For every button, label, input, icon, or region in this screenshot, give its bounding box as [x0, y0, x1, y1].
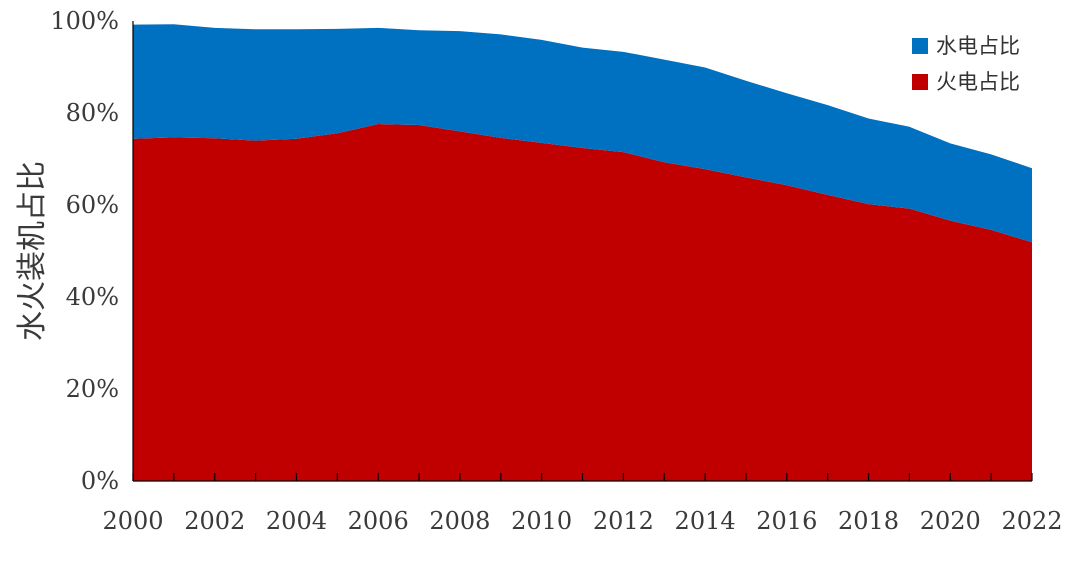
area-series-hydro	[133, 24, 1032, 243]
x-axis-ticks: 2000 2002 2004 2006 2008 2010 2012 2014 2016 2018…	[102, 473, 1063, 535]
x-tick-label: 2004	[266, 507, 327, 535]
x-tick-label: 2008	[429, 507, 490, 535]
x-tick-label: 2016	[756, 507, 817, 535]
axes: 2000 2002 2004 2006 2008 2010 2012 2014 2016 2018…	[50, 7, 1062, 535]
legend-swatch	[912, 74, 928, 90]
area-series-thermal	[133, 124, 1032, 481]
y-tick-label: 40%	[66, 283, 119, 311]
y-tick-label: 20%	[66, 375, 119, 403]
area-series-group	[133, 24, 1032, 481]
y-tick-label: 0%	[81, 467, 119, 495]
x-tick-label: 2000	[102, 507, 163, 535]
y-axis-ticks: 0% 20% 40% 60% 80% 100%	[50, 7, 119, 495]
x-tick-label: 2010	[511, 507, 572, 535]
legend-item: 水电占比	[912, 34, 1020, 58]
y-tick-label: 100%	[50, 7, 119, 35]
legend-item: 火电占比	[912, 70, 1020, 94]
legend-label: 火电占比	[936, 70, 1020, 94]
y-tick-label: 60%	[66, 191, 119, 219]
y-tick-label: 80%	[66, 99, 119, 127]
x-tick-label: 2014	[675, 507, 736, 535]
x-tick-label: 2018	[838, 507, 899, 535]
y-axis-title: 水火装机占比	[15, 161, 50, 341]
x-tick-label: 2002	[184, 507, 245, 535]
legend-label: 水电占比	[936, 34, 1020, 58]
x-tick-label: 2012	[593, 507, 654, 535]
x-tick-label: 2022	[1001, 507, 1062, 535]
legend-swatch	[912, 38, 928, 54]
x-tick-label: 2020	[920, 507, 981, 535]
x-tick-label: 2006	[348, 507, 409, 535]
